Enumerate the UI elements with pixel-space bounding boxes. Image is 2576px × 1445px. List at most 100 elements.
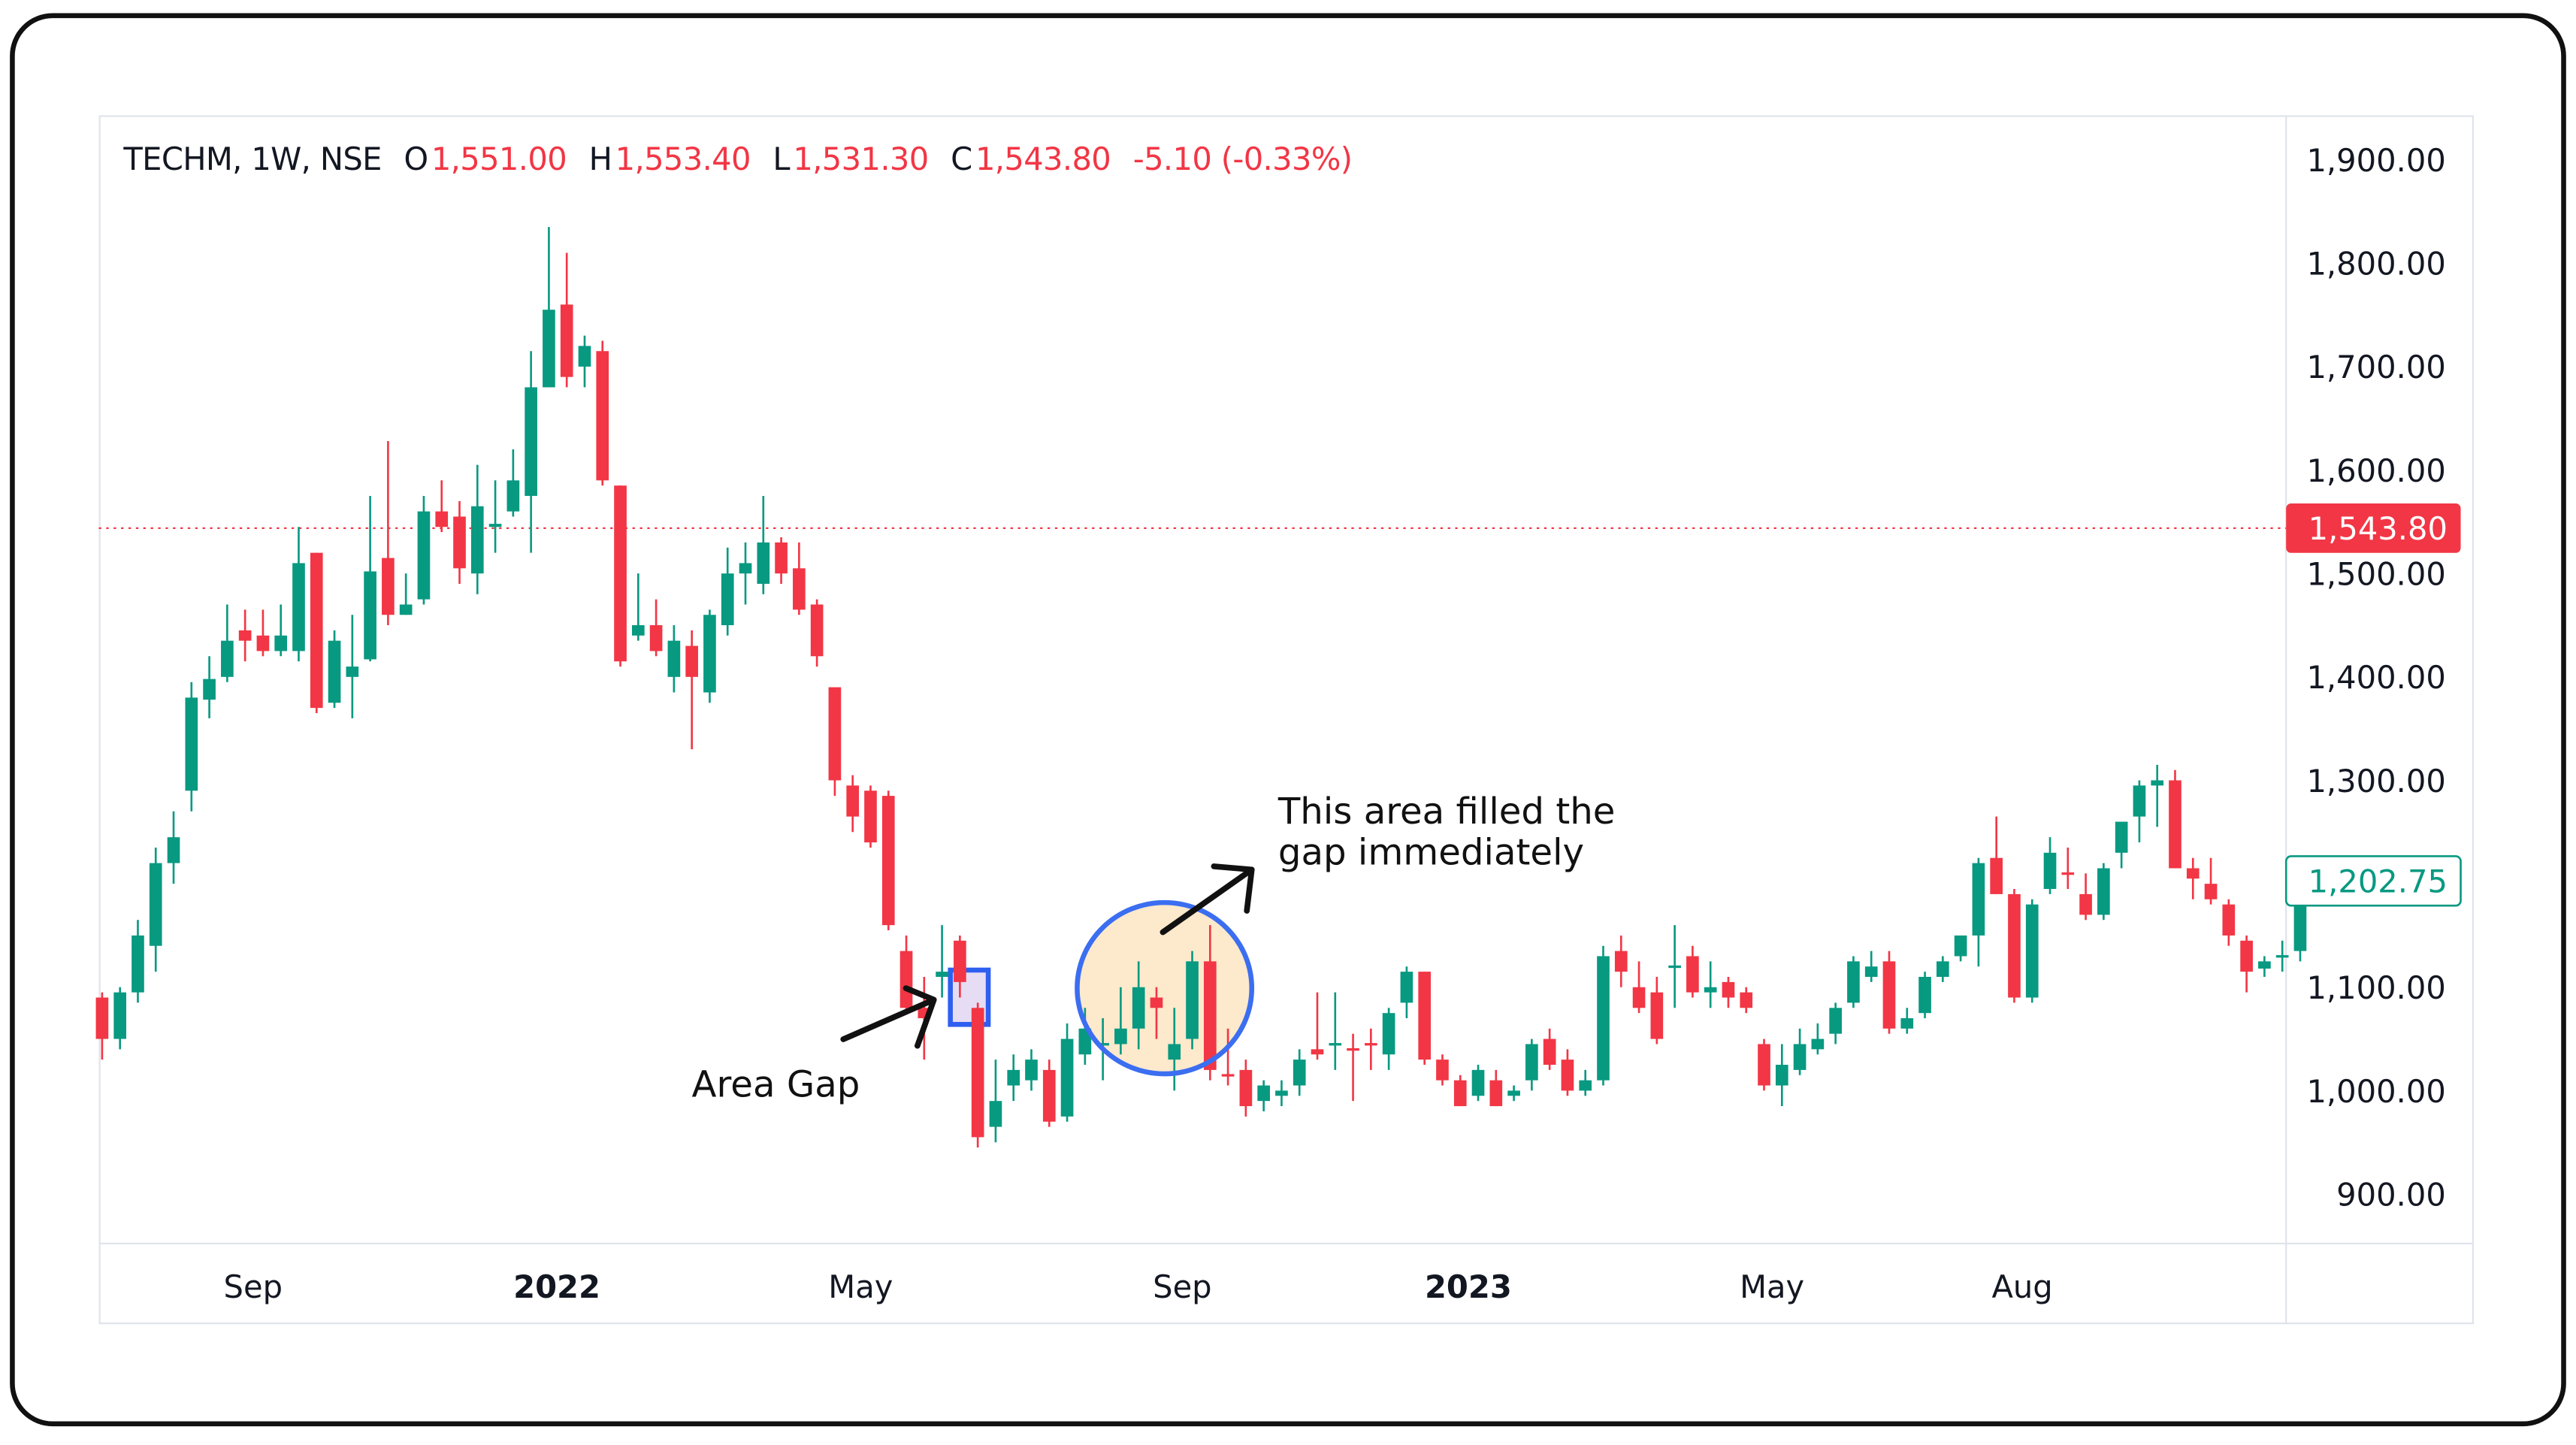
candle-down (1722, 981, 1735, 998)
candle-up (1078, 1028, 1092, 1055)
candle-down (2169, 780, 2181, 869)
price-tick-label: 1,000.00 (2306, 1073, 2445, 1110)
candle-down (2186, 868, 2200, 879)
candle-up (2115, 821, 2128, 853)
symbol-legend: TECHM, 1W, NSE O 1,551.00 H 1,553.40 L 1,53… (123, 141, 1355, 177)
candle-down (1614, 951, 1628, 972)
candle-up (1382, 1013, 1395, 1055)
candle-up (721, 573, 734, 626)
candle-down (1239, 1069, 1253, 1107)
candle-up (1793, 1044, 1807, 1070)
candle-down (1990, 857, 2003, 894)
candle-down (1347, 1047, 1359, 1051)
high-value: 1,553.40 (615, 141, 751, 178)
candle-down (1418, 972, 1432, 1060)
candle-down (649, 625, 663, 651)
current-price-label: 1,202.75 (2308, 863, 2448, 900)
candle-down (1740, 992, 1753, 1008)
open-label: O (404, 141, 428, 178)
candle-up (1275, 1090, 1288, 1096)
candle-down (899, 951, 913, 1008)
time-tick-label: May (1740, 1268, 1804, 1305)
candle-down (793, 568, 806, 610)
arrow-to-note-icon (1160, 863, 1255, 936)
candle-up (1847, 961, 1860, 1003)
candle-up (132, 935, 144, 993)
candle-down (1543, 1038, 1556, 1065)
gap-fill-note-line2: gap immediately (1277, 833, 1584, 875)
candle-down (881, 796, 895, 926)
candle-down (685, 645, 698, 677)
price-tick-label: 1,800.00 (2306, 246, 2445, 283)
candle-down (310, 552, 323, 709)
candle-up (1168, 1044, 1181, 1060)
candle-up (1400, 972, 1413, 1003)
gap-fill-circle (1075, 899, 1255, 1077)
candle-up (346, 667, 359, 677)
time-tick-label: Sep (1153, 1268, 1211, 1305)
candle-down (560, 304, 573, 377)
candle-down (864, 791, 877, 843)
candle-down (382, 558, 395, 615)
candle-down (828, 687, 842, 781)
candle-down (1150, 997, 1163, 1008)
symbol-name: TECHM, 1W, NSE (123, 141, 382, 178)
candle-down (2222, 904, 2236, 936)
candle-up (1471, 1069, 1485, 1096)
candle-up (1186, 961, 1199, 1039)
current-price-badge (2284, 855, 2462, 907)
candle-up (488, 524, 502, 528)
candle-up (1918, 977, 1931, 1014)
candle-up (1937, 961, 1949, 978)
candle-down (256, 635, 270, 651)
candle-down (1758, 1044, 1770, 1086)
candle-down (614, 485, 627, 662)
candle-up (631, 625, 645, 636)
candle-down (1489, 1080, 1503, 1107)
candle-down (2008, 893, 2021, 998)
candle-up (703, 615, 716, 693)
candle-down (95, 997, 109, 1039)
candle-up (328, 640, 341, 703)
time-tick-label: 2023 (1425, 1268, 1512, 1305)
candle-down (238, 630, 252, 641)
candle-down (810, 604, 824, 657)
candle-up (1597, 956, 1610, 1081)
candle-up (2097, 868, 2110, 915)
candle-up (2275, 955, 2289, 958)
candle-up (1704, 987, 1717, 993)
candle-down (1632, 987, 1646, 1008)
candle-down (1042, 1069, 1056, 1122)
high-label: H (588, 141, 612, 178)
price-tick-label: 1,500.00 (2306, 556, 2445, 593)
candle-up (1293, 1060, 1306, 1086)
candle-up (1579, 1080, 1592, 1091)
candle-up (185, 697, 198, 791)
candle-up (757, 542, 770, 584)
candle-down (1453, 1080, 1467, 1107)
candle-up (364, 571, 376, 660)
candle-up (1329, 1043, 1342, 1046)
last-price-badge (2286, 503, 2461, 553)
candle-up (525, 387, 537, 496)
candle-up (2258, 961, 2271, 969)
candle-down (2240, 940, 2253, 972)
candle-up (1257, 1085, 1270, 1102)
time-tick-label: Sep (224, 1268, 283, 1305)
time-tick-label: May (828, 1268, 893, 1305)
candle-down (435, 511, 449, 528)
price-tick-label: 1,900.00 (2306, 142, 2445, 179)
close-label: C (951, 141, 972, 178)
open-value: 1,551.00 (431, 141, 567, 178)
candle-down (1365, 1043, 1377, 1046)
candle-up (1864, 966, 1878, 978)
candle-up (113, 992, 127, 1039)
candle-up (1025, 1060, 1038, 1081)
candle-up (1132, 987, 1145, 1029)
candle-down (775, 542, 788, 574)
candle-down (2204, 884, 2218, 899)
candle-up (470, 506, 484, 574)
candle-up (1811, 1038, 1825, 1050)
